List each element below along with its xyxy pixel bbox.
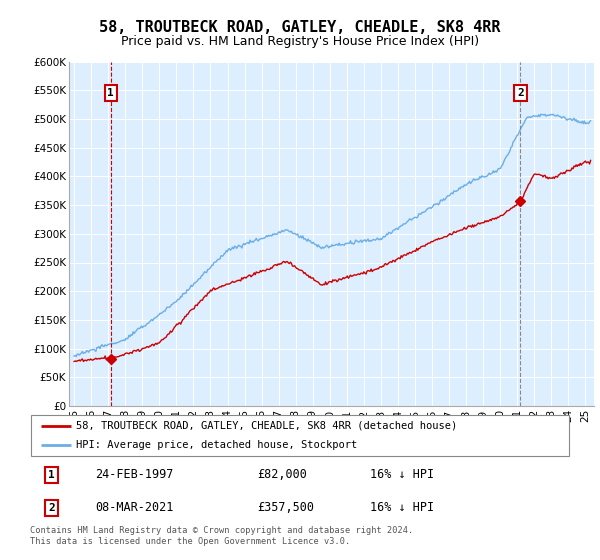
Text: 2: 2 bbox=[517, 88, 524, 98]
Text: 58, TROUTBECK ROAD, GATLEY, CHEADLE, SK8 4RR (detached house): 58, TROUTBECK ROAD, GATLEY, CHEADLE, SK8… bbox=[76, 421, 457, 431]
Text: 16% ↓ HPI: 16% ↓ HPI bbox=[370, 468, 434, 482]
Text: 16% ↓ HPI: 16% ↓ HPI bbox=[370, 501, 434, 515]
FancyBboxPatch shape bbox=[31, 416, 569, 456]
Text: 58, TROUTBECK ROAD, GATLEY, CHEADLE, SK8 4RR: 58, TROUTBECK ROAD, GATLEY, CHEADLE, SK8… bbox=[99, 20, 501, 35]
Text: 24-FEB-1997: 24-FEB-1997 bbox=[95, 468, 173, 482]
Text: 08-MAR-2021: 08-MAR-2021 bbox=[95, 501, 173, 515]
Text: £357,500: £357,500 bbox=[257, 501, 314, 515]
Text: £82,000: £82,000 bbox=[257, 468, 307, 482]
Text: 1: 1 bbox=[107, 88, 114, 98]
Text: 1: 1 bbox=[48, 470, 55, 480]
Text: HPI: Average price, detached house, Stockport: HPI: Average price, detached house, Stoc… bbox=[76, 440, 357, 450]
Text: Contains HM Land Registry data © Crown copyright and database right 2024.
This d: Contains HM Land Registry data © Crown c… bbox=[30, 526, 413, 546]
Text: Price paid vs. HM Land Registry's House Price Index (HPI): Price paid vs. HM Land Registry's House … bbox=[121, 35, 479, 48]
Text: 2: 2 bbox=[48, 503, 55, 513]
